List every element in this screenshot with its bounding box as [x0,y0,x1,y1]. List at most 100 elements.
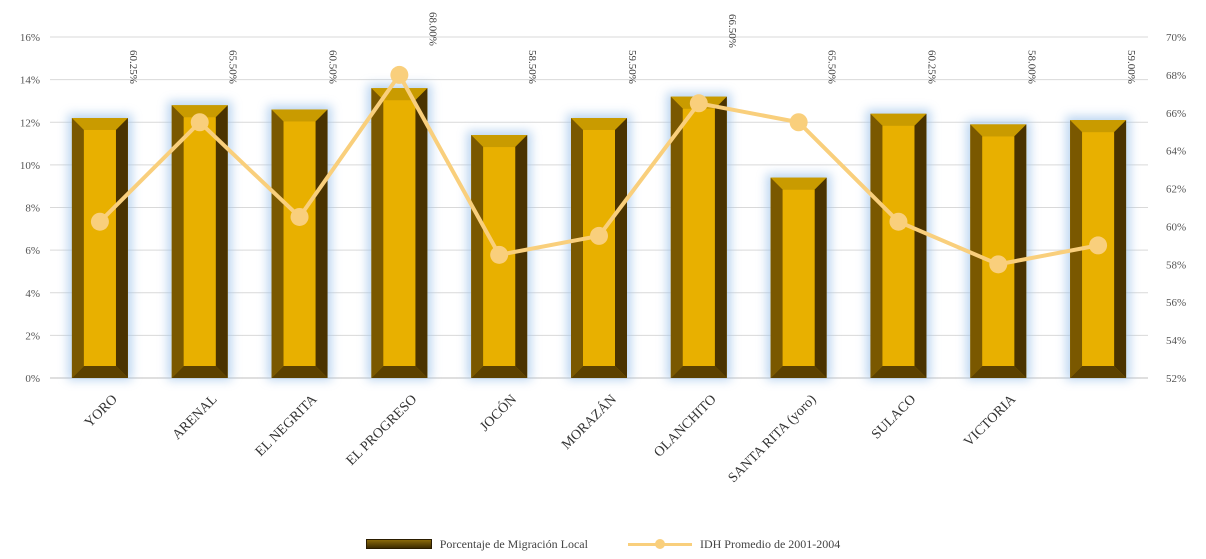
x-tick-label: SULACO [869,392,919,442]
data-label: 58.50% [526,50,538,84]
bar-bevel-left [71,117,84,379]
bar-bevel-top [1070,120,1127,133]
chart: 16% 14% 12% 10% 8% 6% 4% 2% 0% 70% 68% 66% 64% 62% 60%… [20,12,1186,486]
y-left-tick-label: 0% [25,373,40,385]
bar-bevel-bottom [171,366,228,378]
y-left-tick-label: 6% [25,245,40,257]
y-left-tick-label: 10% [20,160,40,172]
bar-bevel-right [515,135,528,378]
y-left-tick-label: 4% [25,288,40,300]
x-tick-label: JOCÓN [476,391,520,435]
bar-face [982,136,1015,366]
bar [267,105,332,381]
y-right-tick-label: 54% [1166,335,1186,347]
legend-line-swatch [627,538,692,550]
bar-bevel-top [770,177,827,190]
bar-bevel-top [271,109,328,122]
bar-bevel-left [471,135,484,378]
bar [666,92,731,381]
x-tick-label: SANTA RITA (yoro) [726,392,820,486]
data-label: 65.50% [227,50,239,84]
bar-bevel-top [71,117,128,130]
line-point [1089,236,1108,255]
data-label: 58.00% [1025,50,1037,84]
data-label: 66.50% [726,14,738,48]
line-point [90,212,109,231]
legend-label-line: IDH Promedio de 2001-2004 [699,536,841,551]
bar-bevel-left [670,96,683,379]
bar-bevel-bottom [271,366,328,378]
line-point [689,94,708,113]
bar [866,109,931,380]
bar-bevel-right [1014,124,1027,378]
bar-bevel-right [115,117,128,379]
x-tick-label: EL NEGRITA [253,392,321,460]
legend-item-line: IDH Promedio de 2001-2004 [627,536,841,552]
line-point [989,255,1008,274]
bar-bevel-bottom [71,366,128,378]
bar-bevel-left [770,177,783,378]
bar-bevel-left [271,109,284,379]
bar [167,101,232,380]
y-right-tick-label: 62% [1166,184,1186,196]
line-point [290,207,309,226]
data-label: 60.25% [127,50,139,84]
legend: Porcentaje de Migración Local IDH Promed… [0,532,1206,556]
bar-bevel-right [914,113,927,378]
line-point [889,212,908,231]
bar-bevel-left [970,124,983,378]
y-right-tick-label: 52% [1166,373,1186,385]
x-tick-label: YORO [82,392,121,431]
line-point [789,113,808,132]
y-right-tick-label: 68% [1166,70,1186,82]
y-right-tick-label: 64% [1166,146,1186,158]
bar-bevel-top [171,105,228,118]
y-right-tick-label: 66% [1166,108,1186,120]
bar-bevel-left [371,88,384,379]
bar-bevel-top [970,124,1027,137]
line-point [190,113,209,132]
bar-bevel-right [415,88,428,379]
y-right-tick-label: 60% [1166,221,1186,233]
bar-bevel-left [571,117,583,379]
bar-bevel-right [1114,120,1127,379]
x-tick-label: EL PROGRESO [344,392,421,469]
bar-bevel-top [571,117,627,130]
bar-bevel-left [870,113,883,378]
y-left-tick-label: 14% [20,75,40,87]
bar-bevel-bottom [1070,366,1127,378]
line-point [390,65,409,84]
bar [567,113,631,381]
data-label: 59.00% [1125,50,1137,84]
bar-bevel-right [814,177,827,378]
bar-face [682,108,715,367]
y-left-tick-label: 12% [20,117,40,129]
bar-bevel-right [615,117,627,379]
data-label: 68.00% [426,12,438,46]
y-right-tick-label: 58% [1166,259,1186,271]
bar-bevel-bottom [371,366,428,378]
bar-bevel-top [471,135,528,148]
legend-label-bars: Porcentaje de Migración Local [439,536,588,551]
bar-bevel-left [171,105,184,378]
bar-face [283,121,316,367]
line-point [590,226,608,245]
bar-bevel-right [714,96,727,379]
bar-bevel-bottom [970,366,1027,378]
y-left-tick-label: 2% [25,330,40,342]
y-right-tick-label: 56% [1166,297,1186,309]
bar-face [583,129,615,366]
bar-bevel-bottom [870,366,927,378]
data-label: 65.50% [826,50,838,84]
bar-bevel-bottom [770,366,827,378]
bar-face [83,129,116,366]
bar [966,120,1031,380]
bar-face [882,125,915,366]
x-tick-label: ARENAL [170,392,221,443]
x-tick-label: MORAZÁN [558,391,620,453]
bar-bevel-right [315,109,328,379]
bar-face [183,117,216,366]
bar-bevel-bottom [571,366,627,378]
y-left-tick-label: 16% [20,32,40,44]
x-tick-label: VICTORIA [961,392,1019,450]
